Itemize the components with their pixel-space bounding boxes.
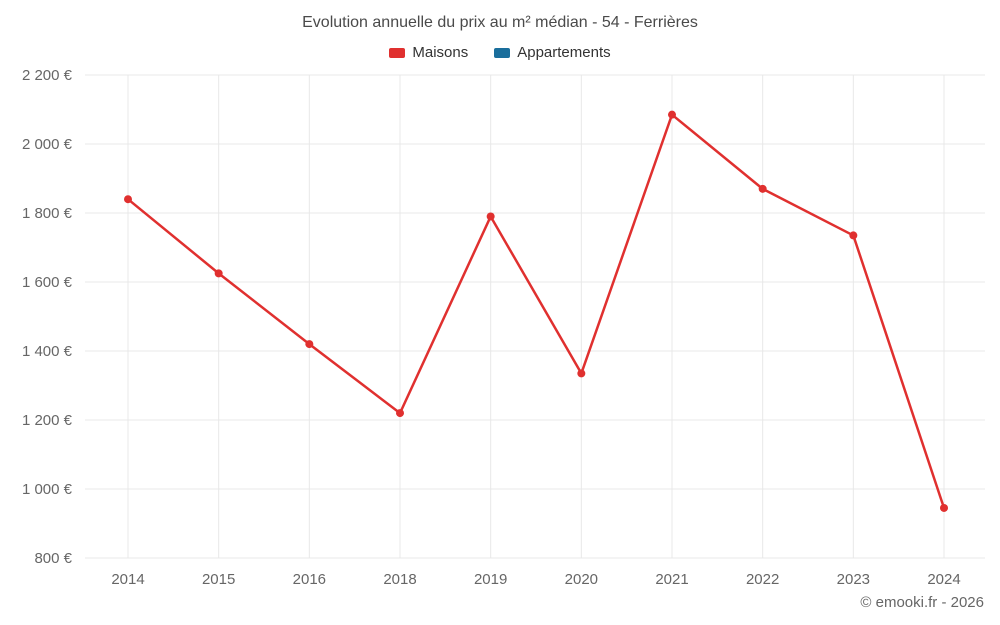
x-axis-tick-label: 2015	[202, 571, 235, 588]
chart-title: Evolution annuelle du prix au m² médian …	[302, 14, 698, 31]
x-axis-tick-label: 2024	[927, 571, 960, 588]
x-axis-tick-label: 2023	[837, 571, 870, 588]
data-point[interactable]	[940, 503, 948, 512]
y-axis-tick-label: 800 €	[34, 550, 72, 567]
y-axis-tick-label: 1 400 €	[22, 343, 73, 360]
y-axis-tick-label: 1 200 €	[22, 412, 73, 429]
data-point[interactable]	[396, 409, 404, 418]
legend-swatch-maisons	[389, 47, 406, 58]
data-point[interactable]	[305, 340, 314, 349]
x-axis-tick-label: 2014	[111, 571, 144, 588]
y-axis-tick-label: 1 800 €	[22, 205, 73, 222]
copyright-credit: © emooki.fr - 2026	[860, 594, 984, 611]
y-axis-tick-label: 2 000 €	[22, 136, 73, 153]
y-axis-tick-label: 2 200 €	[22, 67, 73, 84]
x-axis-tick-label: 2021	[655, 571, 688, 588]
legend-label-appartements: Appartements	[517, 44, 611, 61]
data-point[interactable]	[124, 195, 132, 204]
data-point[interactable]	[214, 269, 223, 278]
series-line-maisons	[127, 113, 946, 509]
legend-label-maisons: Maisons	[412, 44, 469, 61]
data-point[interactable]	[849, 231, 858, 240]
legend-item-maisons[interactable]: Maisons	[389, 44, 468, 61]
x-axis-tick-label: 2019	[474, 571, 507, 588]
data-point[interactable]	[668, 110, 676, 119]
legend-swatch-appartements	[494, 47, 511, 58]
x-axis-tick-label: 2016	[293, 571, 326, 588]
data-point[interactable]	[758, 184, 767, 193]
x-axis-tick-label: 2020	[565, 571, 598, 588]
data-point[interactable]	[577, 369, 586, 378]
y-axis-tick-label: 1 600 €	[22, 274, 73, 291]
y-axis-tick-label: 1 000 €	[22, 481, 73, 498]
legend-item-appartements[interactable]: Appartements	[494, 44, 611, 61]
x-axis-tick-label: 2018	[383, 571, 416, 588]
data-point[interactable]	[486, 212, 495, 221]
chart-legend: Maisons Appartements	[0, 44, 1000, 61]
x-axis-tick-label: 2022	[746, 571, 779, 588]
